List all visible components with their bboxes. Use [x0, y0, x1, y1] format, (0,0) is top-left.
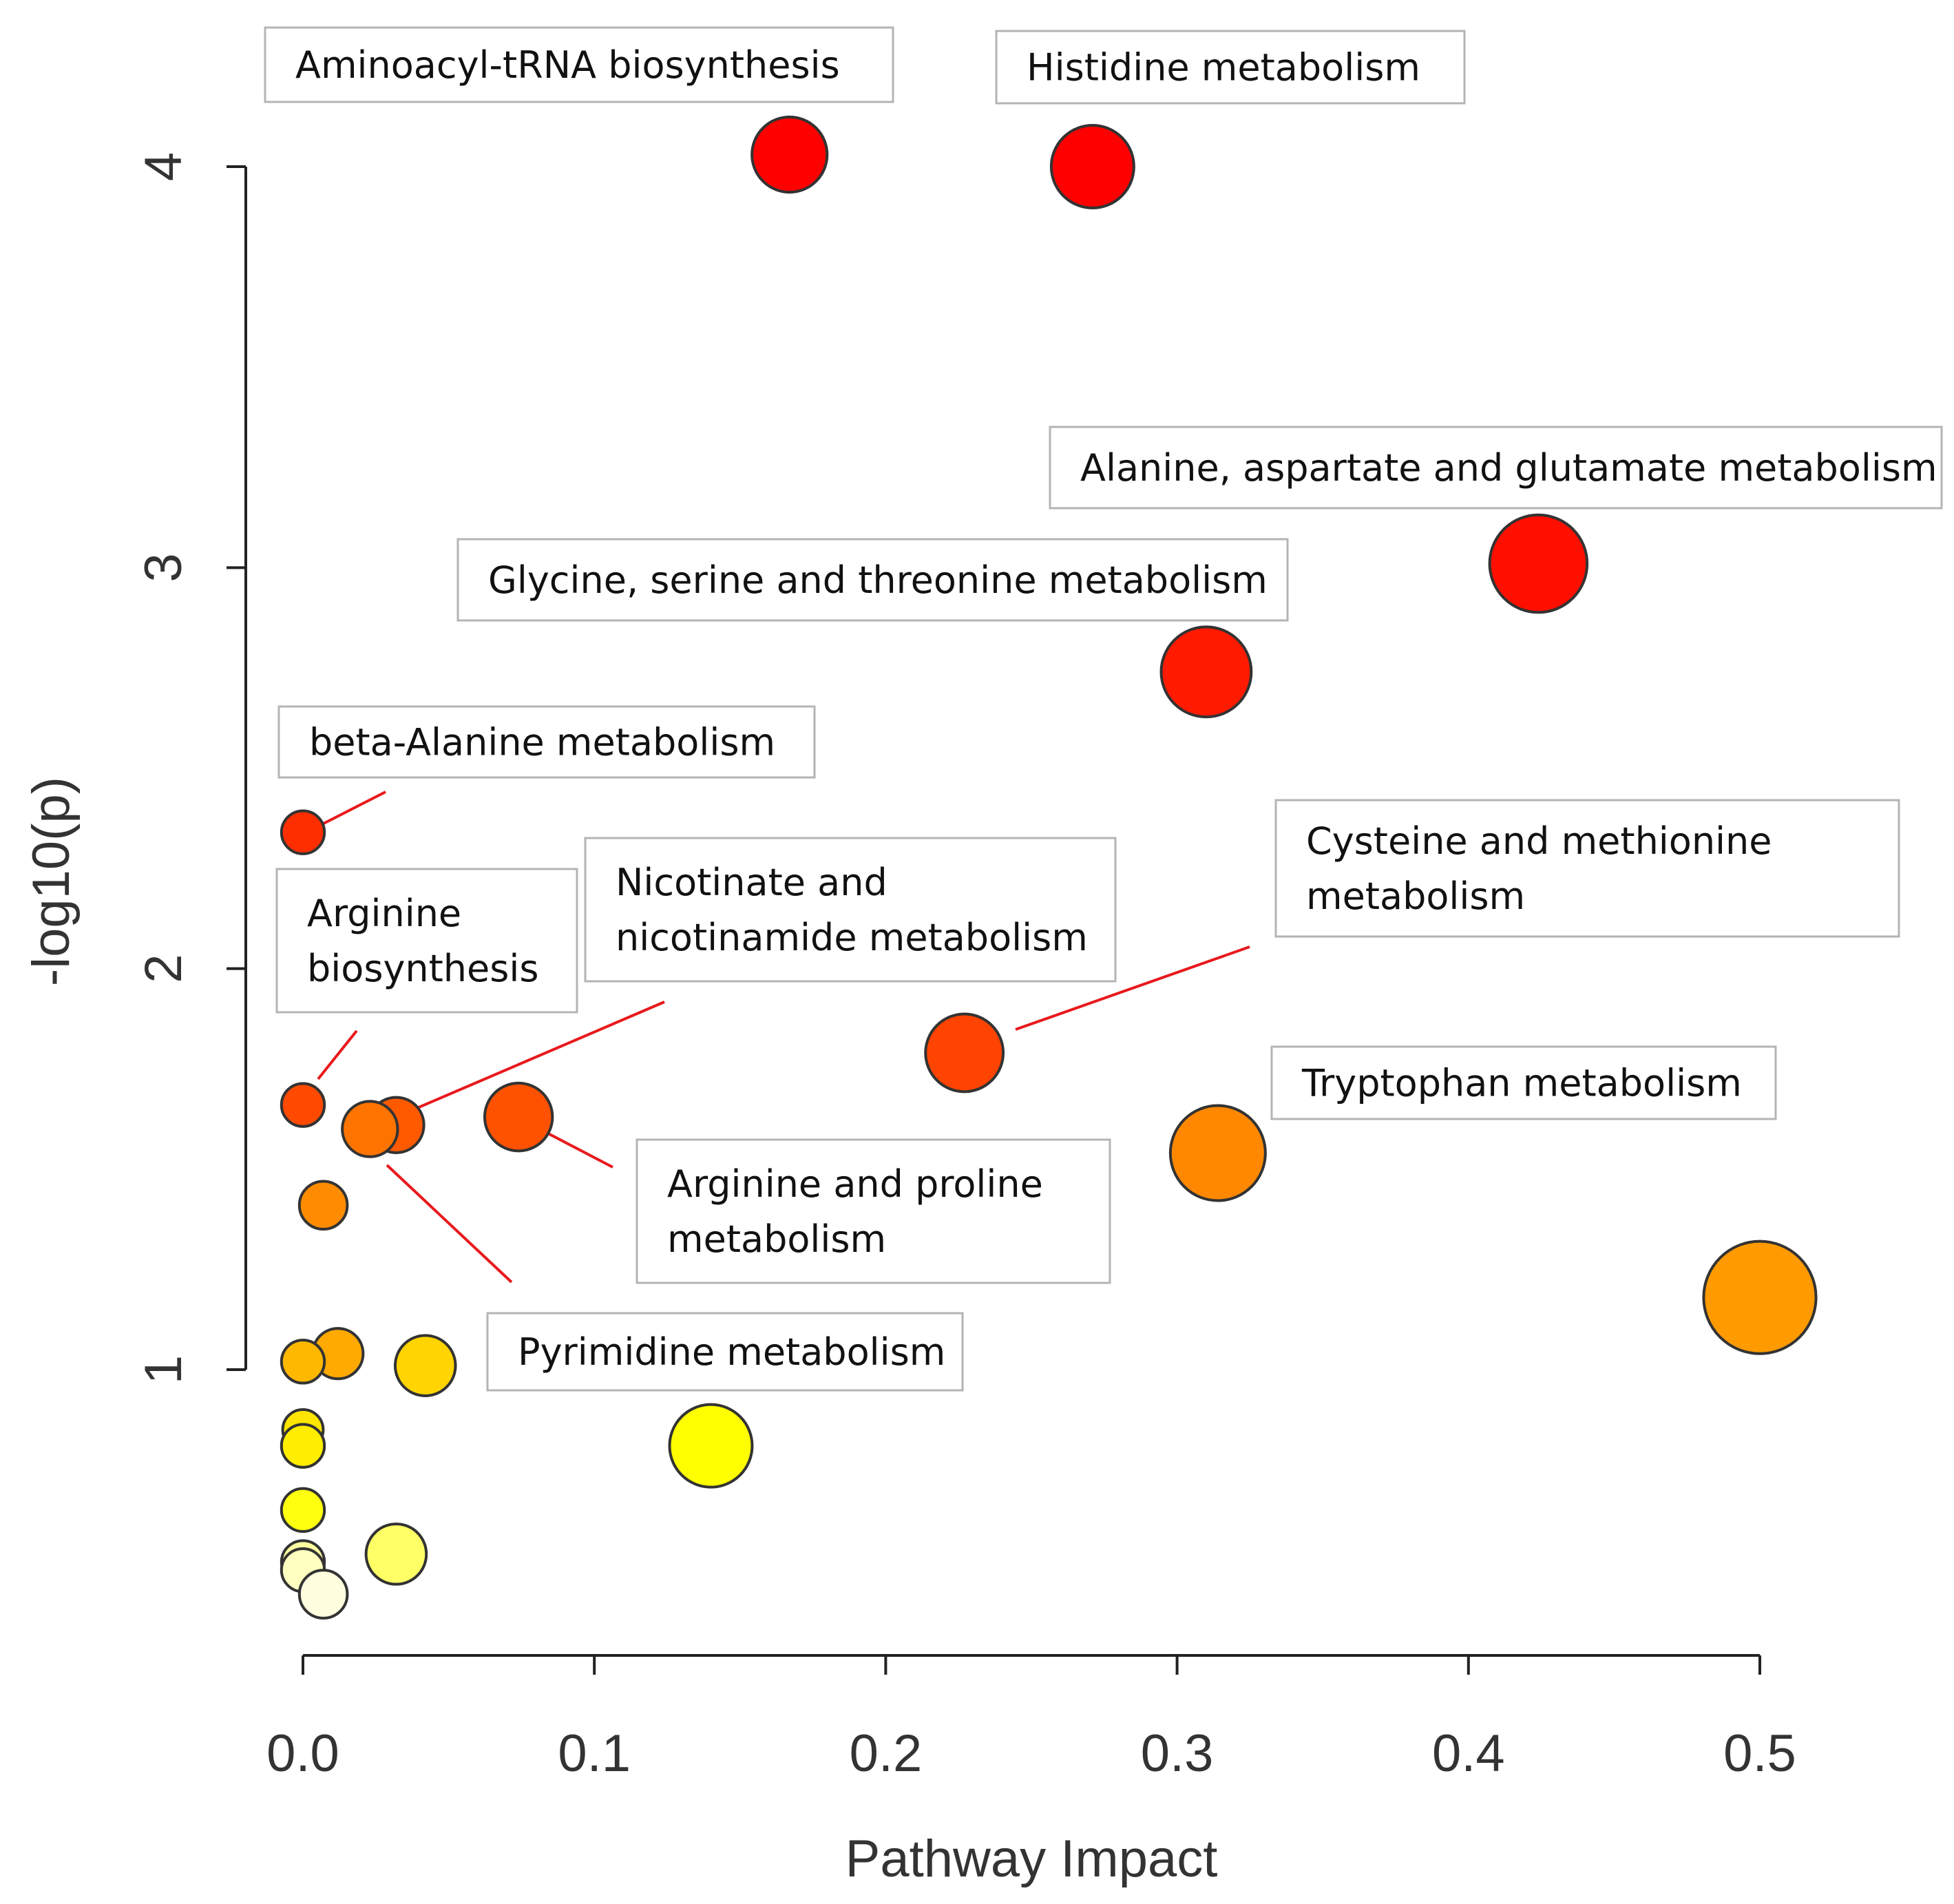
data-point: [924, 1012, 1005, 1094]
callout-box: [1049, 426, 1943, 510]
callout-text: Arginine and proline: [667, 1162, 1043, 1206]
data-point: [280, 1339, 326, 1385]
x-tick-label: 0.0: [266, 1724, 339, 1783]
leader-line: [1015, 945, 1250, 1031]
y-tick-label: 2: [134, 954, 193, 983]
data-point: [280, 1423, 326, 1469]
callout-text: metabolism: [667, 1217, 886, 1261]
callout-box: [275, 868, 578, 1014]
callout-text: Cysteine and methionine: [1306, 819, 1772, 863]
data-point: [280, 1082, 326, 1128]
callout-text: Histidine metabolism: [1027, 46, 1420, 90]
data-point: [1168, 1104, 1267, 1202]
callout-box: [277, 705, 816, 779]
callout-box: [486, 1312, 964, 1392]
x-axis-title: Pathway Impact: [845, 1830, 1218, 1888]
leader-line: [317, 1029, 358, 1080]
leader-line: [386, 1164, 513, 1284]
callout-text: metabolism: [1306, 875, 1525, 918]
data-point: [1702, 1239, 1818, 1355]
data-point: [364, 1523, 428, 1586]
data-point: [280, 809, 326, 855]
callouts: Aminoacyl-tRNA biosynthesis Histidine met…: [264, 26, 1943, 1392]
leader-line: [407, 1001, 665, 1113]
x-tick-label: 0.5: [1723, 1724, 1796, 1783]
axes: [244, 167, 1760, 1657]
x-tick-label: 0.3: [1141, 1724, 1214, 1783]
callout-text: Aminoacyl-tRNA biosynthesis: [295, 43, 840, 87]
y-tick-label: 3: [134, 553, 193, 582]
callout-box: [264, 26, 894, 103]
callout-text: beta-Alanine metabolism: [309, 721, 775, 764]
callout-text: Nicotinate and: [616, 861, 887, 904]
data-point: [1049, 124, 1135, 209]
data-point: [1488, 513, 1589, 614]
data-point: [280, 1487, 326, 1534]
y-axis-title: -log10(p): [22, 777, 81, 986]
x-tick-label: 0.1: [558, 1724, 631, 1783]
data-point: [297, 1569, 349, 1620]
data-point: [668, 1403, 754, 1489]
callout-text: Pyrimidine metabolism: [518, 1330, 945, 1374]
y-tick-label: 1: [134, 1355, 193, 1384]
data-point: [483, 1081, 554, 1153]
data-point: [750, 115, 829, 194]
callout-text: biosynthesis: [307, 947, 539, 990]
callout-box: [995, 30, 1466, 105]
data-points: [280, 115, 1818, 1620]
callout-text: Glycine, serine and threonine metabolism: [488, 558, 1268, 602]
callout-box: [635, 1138, 1111, 1284]
x-tick-label: 0.4: [1432, 1724, 1505, 1783]
callout-box: [584, 837, 1117, 983]
y-ticks: 1 2 3 4: [134, 152, 246, 1384]
leader-line: [317, 791, 386, 828]
y-tick-label: 4: [134, 152, 193, 181]
callout-text: Tryptophan metabolism: [1301, 1062, 1742, 1105]
callout-box: [456, 538, 1289, 622]
data-point: [341, 1100, 399, 1158]
callout-text: Alanine, aspartate and glutamate metabol…: [1080, 446, 1937, 490]
data-point: [393, 1334, 457, 1397]
x-ticks: 0.0 0.1 0.2 0.3 0.4 0.5: [266, 1655, 1796, 1783]
callout-box: [1270, 1045, 1777, 1120]
callout-box: [1274, 799, 1900, 938]
callout-text: nicotinamide metabolism: [616, 916, 1088, 959]
callout-text: Arginine: [307, 892, 461, 935]
data-point: [297, 1180, 349, 1231]
data-point: [1159, 625, 1253, 719]
leader-lines: [317, 791, 1250, 1284]
x-tick-label: 0.2: [850, 1724, 923, 1783]
